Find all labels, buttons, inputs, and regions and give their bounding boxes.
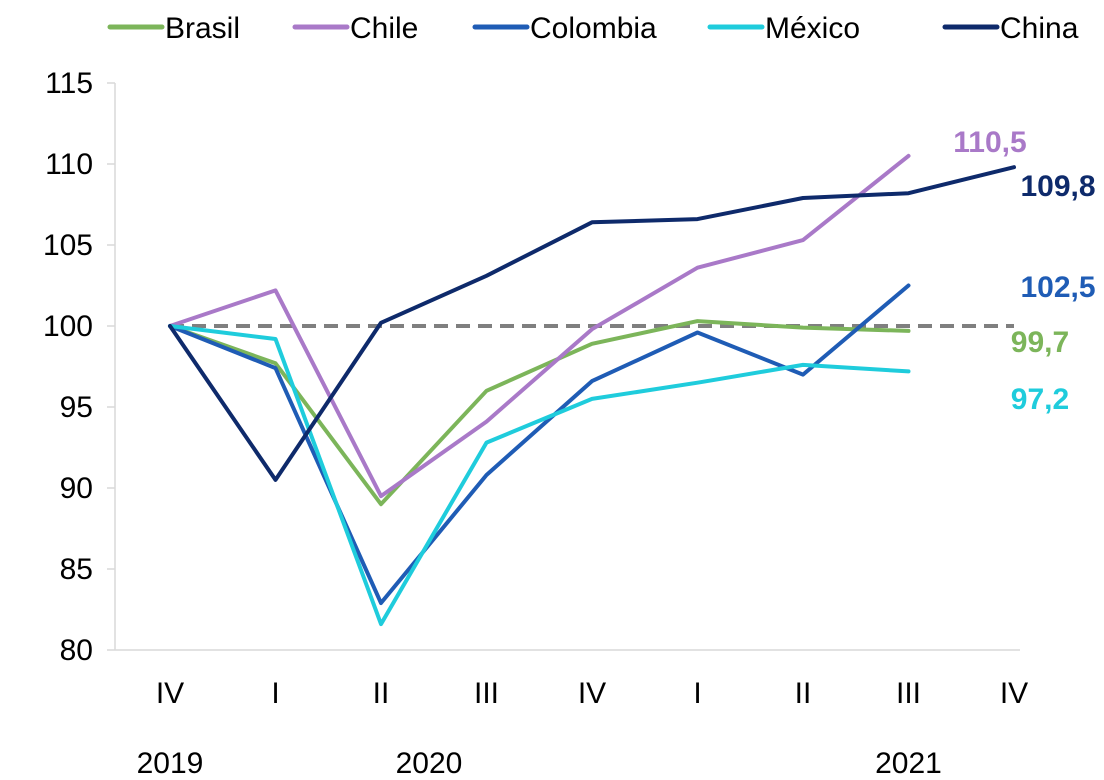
x-year-label: 2019 [137,747,204,780]
series-line-china [168,165,1016,482]
legend-label: Chile [350,12,418,45]
x-tick-label: I [271,677,279,710]
legend-label: Brasil [165,12,240,45]
y-tick-label: 115 [45,67,93,100]
end-label-brasil: 99,7 [1011,326,1069,359]
series-line-chile [168,153,911,499]
y-tick-label: 105 [43,229,93,262]
x-tick-label: II [373,677,390,710]
x-tick-label: IV [578,677,606,710]
x-tick-label: IV [156,677,184,710]
y-tick-label: 110 [45,148,93,181]
x-tick-label: IV [1000,677,1028,710]
y-tick-label: 90 [60,472,93,505]
y-tick-label: 80 [60,634,93,667]
y-tick-label: 85 [60,553,93,586]
series-line-colombia [168,283,911,605]
end-label-chile: 110,5 [953,126,1026,159]
legend-label: China [1000,12,1079,45]
x-tick-label: III [896,677,921,710]
legend: Brasil Chile Colombia México China [107,12,1079,45]
y-tick-label: 100 [43,310,93,343]
x-tick-label: II [795,677,812,710]
end-label-colombia: 102,5 [1020,271,1095,304]
y-tick-label: 95 [60,391,93,424]
end-label-mxico: 97,2 [1011,383,1069,416]
series-line-mxico [168,324,911,627]
x-year-label: 2020 [396,747,463,780]
x-tick-label: III [474,677,499,710]
legend-label: Colombia [530,12,657,45]
x-year-label: 2021 [875,747,942,780]
end-label-china: 109,8 [1020,170,1095,203]
x-tick-label: I [693,677,701,710]
end-labels: 99,7 110,5 102,5 97,2 109,8 [953,126,1095,416]
series-group [168,153,1016,627]
legend-label: México [765,12,860,45]
